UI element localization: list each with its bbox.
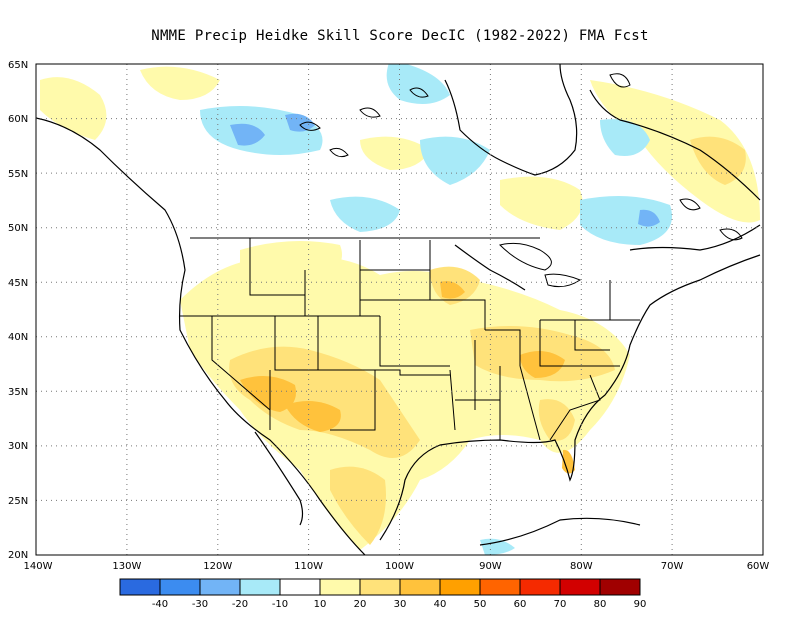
lat-tick-label: 50N: [8, 223, 28, 234]
colorbar-label: -30: [192, 599, 208, 610]
colorbar-label: 70: [554, 599, 567, 610]
lat-tick-label: 30N: [8, 441, 28, 452]
lon-tick-label: 60W: [747, 561, 770, 572]
map-frame: [35, 63, 764, 556]
colorbar-label: 60: [514, 599, 527, 610]
gridlines: [36, 64, 763, 555]
map-title: NMME Precip Heidke Skill Score DecIC (19…: [151, 28, 649, 44]
lon-tick-label: 90W: [479, 561, 502, 572]
map-area: [36, 64, 763, 555]
colorbar-label: 50: [474, 599, 487, 610]
colorbar: -40 -30 -20 -10 10 20 30 40 50 60 70 80 90: [119, 578, 647, 610]
colorbar-swatch: [479, 578, 521, 596]
coastlines: [36, 64, 761, 555]
lon-tick-label: 70W: [661, 561, 684, 572]
lat-tick-label: 35N: [8, 387, 28, 398]
lon-tick-label: 130W: [112, 561, 141, 572]
colorbar-swatch: [319, 578, 361, 596]
colorbar-label: -10: [272, 599, 288, 610]
colorbar-swatch: [439, 578, 481, 596]
colorbar-swatch: [239, 578, 281, 596]
lat-tick-label: 25N: [8, 496, 28, 507]
lat-axis: 65N 60N 55N 50N 45N 40N 35N 30N 25N 20N: [8, 60, 28, 561]
lat-tick-label: 45N: [8, 278, 28, 289]
colorbar-label: 10: [314, 599, 327, 610]
colorbar-swatch: [399, 578, 441, 596]
lon-tick-label: 120W: [203, 561, 232, 572]
lon-tick-label: 100W: [385, 561, 414, 572]
colorbar-label: 90: [634, 599, 647, 610]
state-borders: [180, 237, 640, 441]
colorbar-label: -40: [152, 599, 168, 610]
colorbar-label: 30: [394, 599, 407, 610]
colorbar-swatch: [159, 578, 201, 596]
colorbar-swatch: [359, 578, 401, 596]
colorbar-label: 80: [594, 599, 607, 610]
lon-tick-label: 80W: [570, 561, 593, 572]
colorbar-label: 20: [354, 599, 367, 610]
colorbar-swatch: [599, 578, 641, 596]
lat-tick-label: 65N: [8, 60, 28, 71]
colorbar-label: 40: [434, 599, 447, 610]
lat-tick-label: 20N: [8, 550, 28, 561]
colorbar-swatch: [559, 578, 601, 596]
lat-tick-label: 60N: [8, 114, 28, 125]
colorbar-swatch: [119, 578, 161, 596]
colorbar-label: -20: [232, 599, 248, 610]
lon-axis: 140W 130W 120W 110W 100W 90W 80W 70W 60W: [24, 561, 770, 572]
lon-tick-label: 140W: [24, 561, 53, 572]
colorbar-swatch: [199, 578, 241, 596]
lat-tick-label: 40N: [8, 332, 28, 343]
lakes-islands: [299, 73, 743, 288]
lat-tick-label: 55N: [8, 169, 28, 180]
colorbar-swatch: [519, 578, 561, 596]
colorbar-swatch: [279, 578, 321, 596]
lon-tick-label: 110W: [294, 561, 323, 572]
